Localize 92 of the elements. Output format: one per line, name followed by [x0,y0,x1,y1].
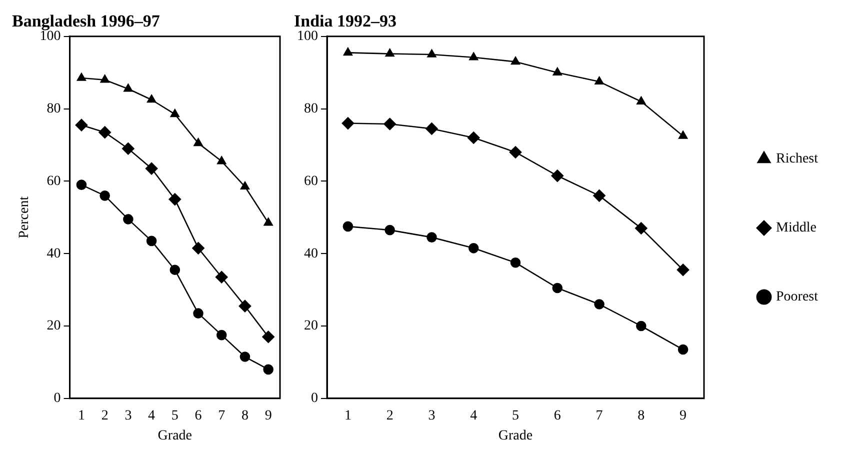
point [146,236,157,246]
y-tick-label: 20 [46,318,61,334]
point [551,170,564,182]
x-tick-label: 1 [344,408,352,424]
point [264,218,273,226]
point [98,126,111,138]
x-tick-label: 7 [218,408,226,424]
point [240,352,250,362]
chart-title: Bangladesh 1996–97 [12,12,160,31]
y-tick-label: 20 [304,318,318,334]
chart-title: India 1992–93 [294,12,396,31]
x-tick-label: 4 [148,408,156,424]
x-axis-title: Grade [498,428,533,444]
point [124,84,133,92]
x-axis-title: Grade [158,428,192,444]
point [552,67,562,76]
legend-label: Richest [776,152,818,167]
legend-label: Middle [776,220,816,236]
point [594,76,604,85]
x-tick-label: 7 [596,408,603,424]
point [194,138,203,146]
point [636,96,646,104]
point [510,258,521,268]
point [636,320,646,332]
x-tick-label: 6 [554,408,561,424]
point [467,132,480,144]
x-tick-label: 3 [428,408,436,424]
point [76,180,87,190]
point [468,243,479,254]
point [217,156,226,164]
x-tick-label: 5 [512,408,519,424]
point [593,190,606,202]
point [170,264,180,276]
point [678,344,688,355]
y-tick-label: 0 [311,391,318,406]
x-tick-label: 9 [680,408,687,424]
x-tick-label: 1 [78,408,85,424]
point [145,162,158,175]
point [215,270,228,284]
x-tick-label: 8 [241,408,248,424]
point [635,222,648,234]
y-tick-label: 60 [46,174,61,189]
point [122,142,134,155]
point [100,74,110,83]
point [192,242,204,254]
x-tick-label: 5 [171,408,178,424]
point [240,181,250,190]
point [343,48,352,56]
point [342,221,354,232]
point [263,364,274,375]
point [216,330,227,340]
y-tick-label: 40 [304,246,318,262]
y-tick-label: 40 [46,246,61,262]
point [427,49,436,58]
point [426,122,438,135]
point [262,330,274,344]
point [170,109,180,118]
y-tick-label: 100 [297,29,318,44]
point [426,232,437,242]
point [676,264,690,276]
y-tick-label: 100 [40,29,61,44]
point [594,299,604,310]
point [384,118,396,130]
point [147,94,156,103]
x-tick-label: 2 [386,408,394,424]
x-tick-label: 9 [264,408,272,424]
point [75,118,88,132]
y-tick-label: 60 [304,174,318,189]
x-tick-label: 3 [124,408,132,424]
x-tick-label: 2 [101,408,108,424]
point [100,190,110,201]
point [123,214,134,224]
y-tick-label: 80 [46,101,61,116]
point [193,308,204,318]
x-tick-label: 4 [470,408,478,424]
x-tick-label: 6 [194,408,202,424]
point [469,52,478,60]
point [510,56,520,65]
y-tick-label: 80 [304,101,318,116]
point [678,130,688,139]
point [238,300,252,312]
point [168,193,182,206]
x-tick-label: 8 [638,408,645,424]
point [384,224,395,236]
y-axis-title: Percent [17,196,32,238]
point [552,282,563,294]
point [342,117,354,130]
point [76,72,86,81]
point [385,48,394,57]
legend-label: Poorest [776,290,818,305]
point [509,146,522,158]
y-tick-label: 0 [54,391,61,406]
